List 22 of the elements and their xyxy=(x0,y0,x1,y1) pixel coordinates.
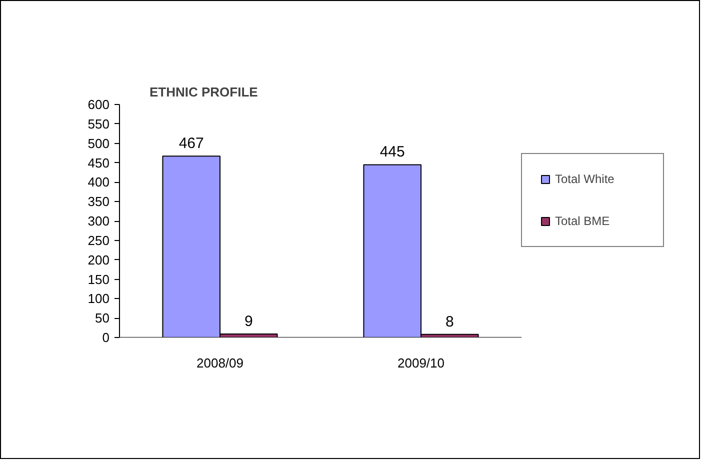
legend-label: Total BME xyxy=(555,214,611,228)
y-tick-label: 500 xyxy=(88,136,110,151)
y-tick-label: 600 xyxy=(88,97,110,112)
y-tick-label: 250 xyxy=(88,232,110,248)
y-tick-label: 350 xyxy=(88,194,110,210)
chart-title: ETHNIC PROFILE xyxy=(150,84,258,100)
y-tick-label: 400 xyxy=(88,174,110,190)
y-tick-label: 50 xyxy=(95,310,110,326)
legend-label: Total White xyxy=(555,172,616,186)
data-label: 9 xyxy=(244,313,253,330)
data-label: 467 xyxy=(178,135,204,152)
y-tick-label: 550 xyxy=(88,116,110,132)
y-tick-label: 150 xyxy=(88,272,110,287)
data-label: 445 xyxy=(380,144,405,161)
x-tick-label: 2008/09 xyxy=(196,356,244,370)
x-tick-label: 2009/10 xyxy=(398,356,445,370)
y-tick-label: 200 xyxy=(88,252,110,268)
y-tick-label: 450 xyxy=(88,155,110,170)
y-tick-label: 0 xyxy=(102,330,110,345)
y-tick-label: 100 xyxy=(88,291,110,306)
data-label: 8 xyxy=(445,313,454,330)
y-tick-label: 300 xyxy=(88,214,110,228)
